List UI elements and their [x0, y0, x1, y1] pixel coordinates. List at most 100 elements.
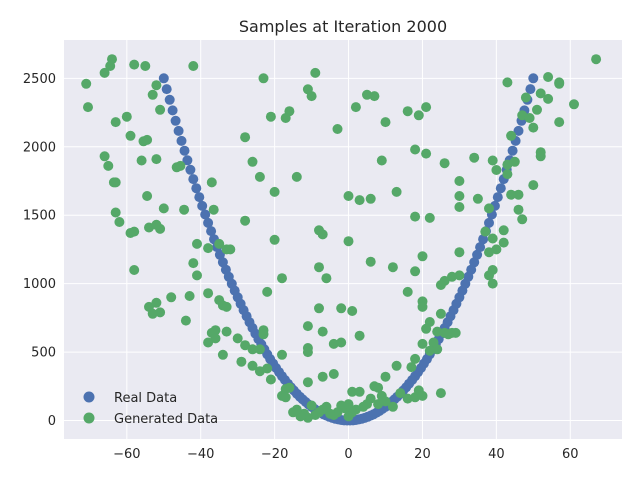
chart-title: Samples at Iteration 2000 [239, 17, 447, 36]
x-tick-label: 40 [488, 447, 505, 462]
legend: Real Data Generated Data [83, 391, 218, 427]
generated-data-point [439, 158, 450, 169]
generated-data-point [354, 195, 365, 206]
x-tick-label: 0 [344, 447, 352, 462]
generated-data-point [151, 154, 162, 165]
generated-data-point [343, 411, 354, 422]
generated-data-point [221, 326, 232, 337]
generated-data-point [103, 160, 114, 171]
generated-data-point [591, 54, 602, 65]
generated-data-point [317, 326, 328, 337]
generated-data-point [435, 308, 446, 319]
generated-data-point [454, 247, 465, 258]
generated-data-point [114, 217, 125, 227]
generated-data-point [373, 382, 384, 393]
generated-data-point [247, 344, 258, 355]
generated-data-point [180, 315, 191, 326]
generated-data-point [487, 265, 498, 275]
legend-label-real-data: Real Data [114, 391, 177, 406]
generated-data-point [288, 407, 299, 418]
real-data-point [173, 125, 184, 136]
generated-data-point [208, 204, 219, 215]
generated-data-point [203, 288, 214, 299]
generated-data-point [513, 204, 524, 215]
generated-data-point [192, 270, 202, 281]
generated-data-point [347, 386, 358, 397]
generated-data-point [413, 110, 424, 121]
generated-data-point [543, 93, 554, 104]
generated-data-point [142, 134, 153, 145]
real-data-point [161, 84, 172, 95]
y-tick-label: 1500 [23, 209, 56, 224]
real-data-point [478, 234, 489, 245]
generated-data-point [343, 191, 354, 201]
generated-data-point [258, 73, 269, 84]
generated-data-point [498, 237, 509, 248]
real-data-point [484, 217, 494, 228]
generated-data-point [217, 349, 228, 360]
x-tick-label: −40 [187, 447, 214, 462]
real-data-point [475, 242, 486, 253]
generated-data-point [472, 193, 483, 204]
generated-data-point [387, 262, 398, 273]
generated-data-point [424, 345, 435, 356]
generated-data-point [280, 113, 291, 123]
real-data-point [182, 155, 193, 166]
generated-data-point [302, 377, 313, 388]
generated-data-point [506, 189, 517, 200]
generated-data-point [395, 388, 406, 399]
generated-data-point [232, 333, 243, 344]
generated-data-point [83, 102, 93, 113]
generated-data-point [424, 212, 435, 223]
generated-data-point [487, 155, 498, 166]
generated-data-point [410, 353, 421, 364]
generated-data-point [81, 78, 92, 89]
real-data-point [513, 125, 524, 136]
generated-data-point [491, 165, 502, 175]
generated-data-point [166, 292, 177, 303]
generated-data-point [554, 117, 565, 128]
generated-data-point [354, 386, 365, 397]
generated-data-point [321, 273, 332, 284]
generated-data-point [99, 151, 110, 162]
generated-data-point [291, 171, 302, 182]
generated-data-point [277, 349, 287, 360]
generated-data-point [210, 333, 221, 344]
generated-data-point [502, 169, 513, 180]
generated-data-point [535, 147, 546, 158]
generated-data-point [410, 266, 421, 277]
generated-data-point [284, 382, 295, 393]
generated-data-point [179, 204, 190, 215]
generated-data-point [421, 148, 432, 159]
generated-data-point [532, 104, 542, 115]
real-data-point [200, 209, 211, 220]
generated-data-point [410, 211, 421, 222]
generated-data-point [417, 390, 428, 401]
generated-data-point [247, 360, 258, 371]
real-data-point [185, 164, 196, 175]
generated-data-point [432, 326, 443, 337]
generated-data-point [402, 393, 413, 404]
generated-data-point [240, 340, 251, 351]
generated-data-point [417, 338, 428, 349]
generated-data-point [155, 104, 166, 115]
generated-data-point [535, 88, 546, 99]
generated-data-point [469, 152, 480, 163]
generated-data-point [317, 229, 328, 240]
generated-data-point [265, 111, 276, 122]
real-data-point [492, 192, 503, 203]
real-data-point [525, 84, 536, 95]
generated-data-point [306, 91, 317, 102]
real-data-point [194, 192, 205, 203]
real-data-point [472, 249, 483, 260]
generated-data-point [236, 356, 247, 367]
legend-marker-generated-data [83, 412, 95, 424]
real-data-point [495, 183, 506, 194]
generated-data-point [417, 301, 428, 312]
generated-data-point [175, 160, 186, 171]
generated-data-point [332, 124, 343, 134]
generated-data-point [188, 61, 199, 71]
plot-background [64, 40, 622, 439]
generated-data-point [306, 400, 317, 411]
